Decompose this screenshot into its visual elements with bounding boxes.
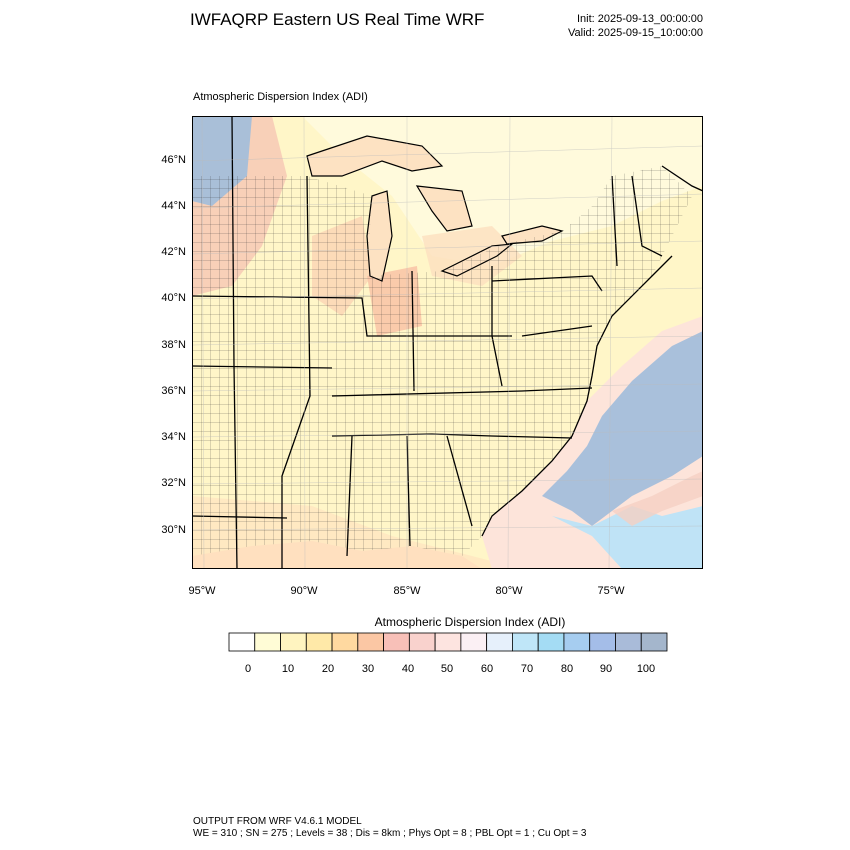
county-boundaries [192,166,692,556]
colorbar-label-30: 30 [361,663,375,675]
main-title: IWFAQRP Eastern US Real Time WRF [190,10,485,29]
lat-label-42n: 42°N [161,246,186,258]
colorbar-cell [357,632,384,652]
colorbar-cell [563,632,591,652]
plot-field-label: Atmospheric Dispersion Index (ADI) [193,91,368,103]
colorbar-cell [408,632,436,652]
ocean-warm-streak [612,471,703,526]
colorbar-label-80: 80 [560,663,574,675]
valid-time: Valid: 2025-09-15_10:00:00 [568,27,703,39]
colorbar-label-20: 20 [321,663,335,675]
lon-label-75w: 75°W [597,585,625,597]
lat-label-40n: 40°N [161,292,186,304]
color-bar [228,632,668,652]
lat-label-44n: 44°N [161,200,186,212]
colorbar-cell [434,632,462,652]
colorbar-cell [589,632,616,652]
colorbar-cell [537,632,565,652]
colorbar-label-0: 0 [244,663,252,675]
colorbar-cell [640,632,668,652]
gulf-of-mexico [192,541,482,569]
colorbar-cell [331,632,359,652]
colorbar-label-40: 40 [401,663,415,675]
colorbar-cell [383,632,410,652]
init-time: Init: 2025-09-13_00:00:00 [577,13,703,25]
graticule [192,116,703,569]
lat-label-30n: 30°N [161,524,186,536]
legend-title: Atmospheric Dispersion Index (ADI) [374,615,566,629]
ocean-light-blue [552,506,703,569]
footer-model-info: OUTPUT FROM WRF V4.6.1 MODEL [193,816,362,827]
colorbar-label-100: 100 [636,663,656,675]
colorbar-cell [615,632,642,652]
colorbar-label-50: 50 [440,663,454,675]
lat-label-36n: 36°N [161,385,186,397]
lon-label-90w: 90°W [290,585,318,597]
colorbar-cell [254,632,281,652]
lon-label-80w: 80°W [495,585,523,597]
lat-label-32n: 32°N [161,477,186,489]
footer-model-config: WE = 310 ; SN = 275 ; Levels = 38 ; Dis … [193,828,587,839]
lon-label-85w: 85°W [393,585,421,597]
lat-label-34n: 34°N [161,431,186,443]
lon-label-95w: 95°W [188,585,216,597]
ocean-deep-blue [542,331,703,526]
colorbar-label-90: 90 [599,663,613,675]
lake-huron [415,185,473,232]
colorbar-cell [228,632,256,652]
colorbar-cell [486,632,513,652]
map-panel [192,116,703,569]
colorbar-cell [280,632,307,652]
colorbar-label-10: 10 [281,663,295,675]
colorbar-label-60: 60 [480,663,494,675]
atlantic-coastline [481,165,703,537]
colorbar-cell [512,632,539,652]
colorbar-cell [460,632,488,652]
lat-label-46n: 46°N [161,154,186,166]
colorbar-cell [305,632,333,652]
lat-label-38n: 38°N [161,339,186,351]
colorbar-label-70: 70 [520,663,534,675]
lake-superior [306,135,444,177]
map-border [192,116,703,569]
